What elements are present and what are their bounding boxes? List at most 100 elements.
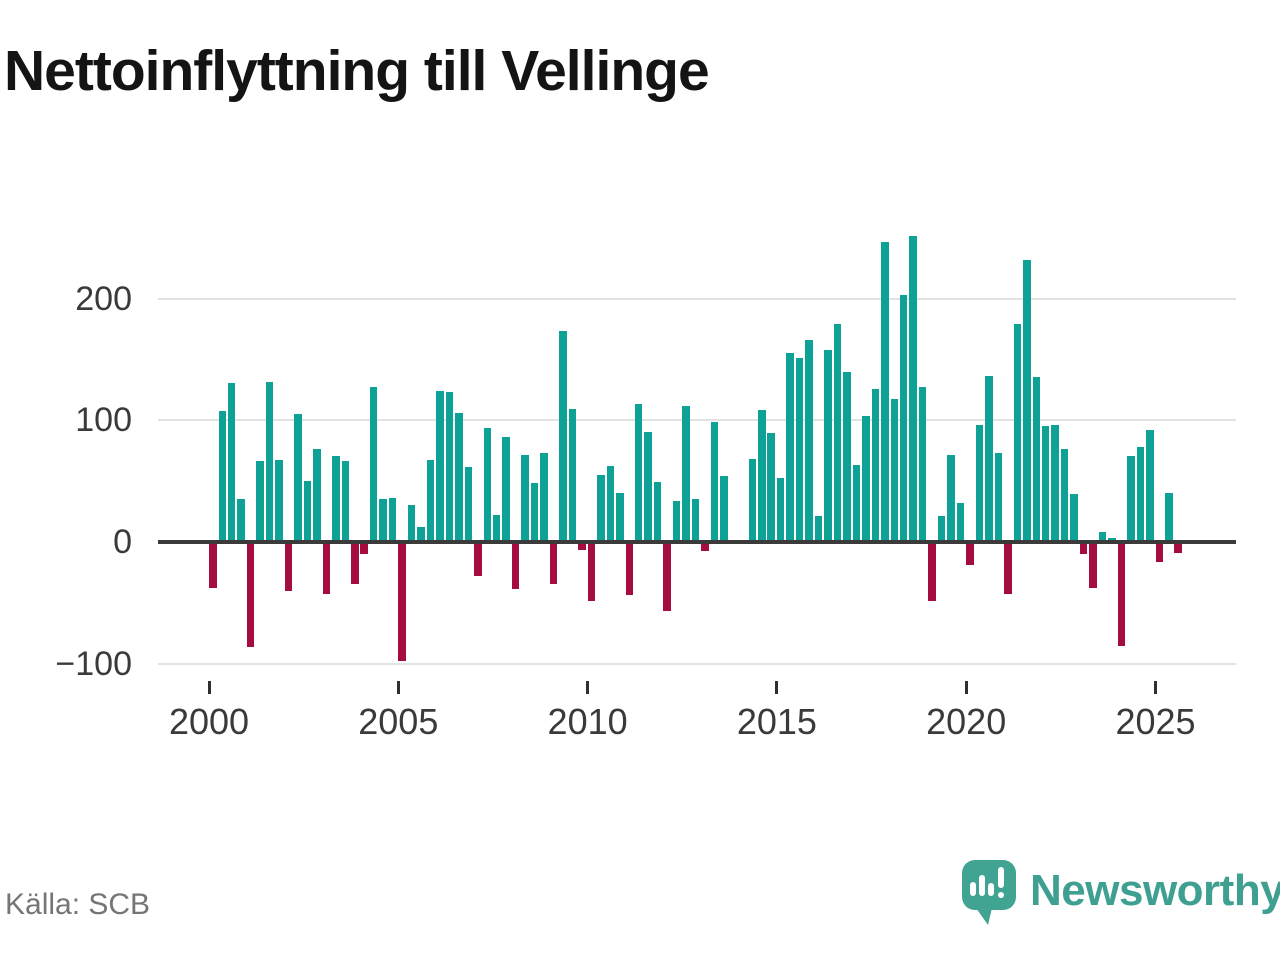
bar-2005-q1 <box>398 544 406 661</box>
gridline--100 <box>158 663 1236 665</box>
bar-2017-q1 <box>852 465 861 544</box>
y-axis-tick-label: −100 <box>55 645 132 683</box>
bar-2009-q1 <box>549 544 558 584</box>
bar-2012-q1 <box>663 544 671 611</box>
bar-2001-q4 <box>275 460 283 544</box>
bar-2015-q1 <box>776 478 785 544</box>
bar-2012-q4 <box>691 499 700 544</box>
bar-2003-q4 <box>351 544 359 584</box>
bar-2013-q1 <box>701 544 709 551</box>
bar-2009-q2 <box>559 331 567 544</box>
newsworthy-logo-icon <box>962 860 1016 910</box>
bar-2020-q4 <box>994 453 1003 544</box>
bar-2018-q4 <box>918 387 927 544</box>
bar-2023-q3 <box>1098 532 1107 544</box>
bar-2016-q3 <box>833 324 842 544</box>
bar-2010-q3 <box>606 466 615 544</box>
bar-2021-q2 <box>1013 324 1022 544</box>
bar-2021-q4 <box>1032 377 1041 544</box>
x-axis-tick-label: 2025 <box>1115 701 1196 742</box>
bar-2001-q3 <box>265 382 274 544</box>
x-axis-tick-label: 2000 <box>168 701 250 742</box>
bar-2024-q4 <box>1146 430 1154 544</box>
bar-2000-q2 <box>218 411 227 544</box>
bar-2001-q1 <box>246 544 255 647</box>
bar-2016-q1 <box>814 516 823 544</box>
bar-2009-q3 <box>568 409 577 544</box>
bar-2004-q2 <box>369 387 378 544</box>
bar-2006-q1 <box>436 391 444 544</box>
bar-2013-q3 <box>720 476 728 544</box>
bar-2019-q1 <box>928 544 936 601</box>
bar-2002-q3 <box>303 481 312 544</box>
bar-2021-q3 <box>1023 260 1031 544</box>
x-axis-tick-2020 <box>964 681 968 694</box>
bar-2022-q3 <box>1060 449 1069 544</box>
bar-2008-q2 <box>521 455 529 544</box>
gridline-100 <box>158 419 1236 421</box>
bar-2014-q4 <box>767 433 775 544</box>
bar-2017-q4 <box>881 242 889 544</box>
bar-2019-q3 <box>947 455 955 544</box>
bar-2011-q1 <box>625 544 634 595</box>
bar-2015-q2 <box>786 353 794 544</box>
bar-2004-q1 <box>360 544 368 554</box>
bar-2020-q3 <box>985 376 993 544</box>
bar-2016-q4 <box>843 372 851 544</box>
bar-2023-q1 <box>1079 544 1088 554</box>
bar-2007-q1 <box>474 544 482 576</box>
bar-2006-q4 <box>464 467 473 544</box>
bar-2004-q4 <box>388 498 397 544</box>
bar-2016-q2 <box>824 350 832 544</box>
bar-2024-q3 <box>1136 447 1145 544</box>
bar-2003-q1 <box>322 544 331 594</box>
bar-2022-q2 <box>1051 425 1059 544</box>
bar-2008-q4 <box>540 453 548 544</box>
bar-2001-q2 <box>256 461 264 544</box>
logo-bar-icon <box>988 883 994 896</box>
bar-2000-q4 <box>237 499 245 544</box>
bar-2002-q2 <box>294 414 302 544</box>
bar-2007-q3 <box>492 515 501 544</box>
bar-2003-q3 <box>341 461 350 544</box>
bar-2010-q1 <box>587 544 596 601</box>
bar-2014-q2 <box>748 459 757 544</box>
bar-2025-q2 <box>1165 493 1173 544</box>
bar-2003-q2 <box>332 456 340 544</box>
bar-2018-q2 <box>899 295 908 544</box>
bar-2022-q4 <box>1070 494 1078 544</box>
bar-2014-q3 <box>758 410 766 544</box>
bar-2000-q3 <box>227 383 236 544</box>
bar-2013-q2 <box>710 422 719 544</box>
x-axis-tick-2015 <box>775 681 779 694</box>
bar-2017-q2 <box>862 416 870 544</box>
bar-2011-q2 <box>634 404 643 544</box>
source-label: Källa: SCB <box>5 888 151 921</box>
bar-2019-q4 <box>956 503 965 544</box>
bar-2020-q1 <box>966 544 974 565</box>
bar-2015-q3 <box>795 358 804 544</box>
bar-2002-q1 <box>284 544 293 591</box>
x-axis-tick-2000 <box>207 681 211 694</box>
logo-exclamation-icon <box>998 867 1004 888</box>
bar-2010-q4 <box>616 493 624 544</box>
bar-2020-q2 <box>975 425 984 544</box>
logo-bar-icon <box>979 875 985 896</box>
bar-2025-q1 <box>1155 544 1164 562</box>
y-axis-tick-label: 200 <box>75 280 132 318</box>
x-axis-tick-2010 <box>586 681 590 694</box>
bar-2005-q3 <box>417 527 425 544</box>
bar-2017-q3 <box>871 389 880 544</box>
newsworthy-logo: Newsworthy <box>962 858 1280 928</box>
chart-title: Nettoinflyttning till Vellinge <box>4 39 710 103</box>
bar-2000-q1 <box>209 544 217 588</box>
logo-bubble-tail <box>976 908 992 925</box>
x-axis-tick-label: 2010 <box>547 701 628 742</box>
bar-2025-q3 <box>1174 544 1182 553</box>
bar-2022-q1 <box>1041 426 1050 544</box>
y-axis-tick-label: 0 <box>113 523 132 561</box>
bar-2012-q3 <box>682 406 690 544</box>
newsworthy-wordmark: Newsworthy <box>1030 866 1280 915</box>
bar-2023-q2 <box>1089 544 1097 588</box>
bar-2006-q3 <box>455 413 463 544</box>
